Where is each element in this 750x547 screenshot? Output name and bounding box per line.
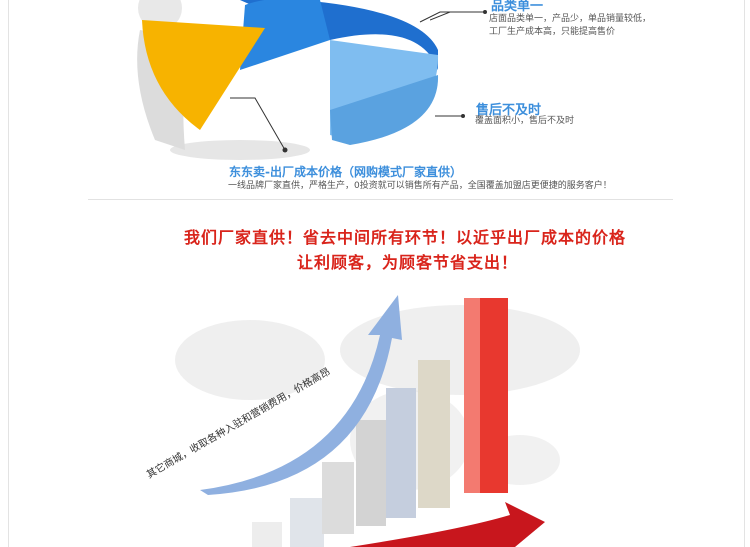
price-headline-2: 让利顾客，为顾客节省支出！ — [297, 253, 519, 272]
pie-slice-side — [330, 75, 439, 145]
arrow-blue — [200, 295, 402, 495]
connector-lines — [430, 10, 487, 118]
bar-5 — [386, 388, 416, 518]
callout-2-title: 售后不及时 — [476, 103, 542, 118]
callout-2-line-1: 覆盖面积小，售后不及时 — [475, 116, 575, 126]
bar-1 — [252, 522, 282, 547]
price-headline-1: 我们厂家直供！省去中间所有环节！以近乎出厂成本的价格 — [184, 228, 627, 247]
callout-1-line-2: 工厂生产成本高，只能提高售价 — [489, 27, 616, 37]
page-frame — [8, 0, 745, 547]
callout-1-line-1: 店面品类单一，产品少，单品销量较低， — [489, 14, 652, 24]
bar-3 — [322, 462, 354, 534]
pie-subline: 一线品牌厂家直供，严格生产，0投资就可以销售所有产品，全国覆盖加盟店更便捷的服务… — [228, 181, 612, 191]
shadow — [170, 140, 310, 160]
callout-1-title: 品类单一 — [491, 0, 544, 14]
bar-6 — [418, 360, 450, 508]
section-divider — [88, 199, 673, 200]
pie-headline: 东东卖-出厂成本价格（网购模式厂家直供） — [229, 165, 462, 179]
bar-2 — [290, 498, 324, 547]
pie-illustration — [137, 0, 450, 160]
bar-4 — [356, 420, 386, 526]
price-illustration — [175, 295, 580, 547]
pie-slice-mid — [240, 0, 330, 70]
pie-slice-yellow — [142, 20, 265, 130]
arrow-red — [350, 502, 545, 547]
